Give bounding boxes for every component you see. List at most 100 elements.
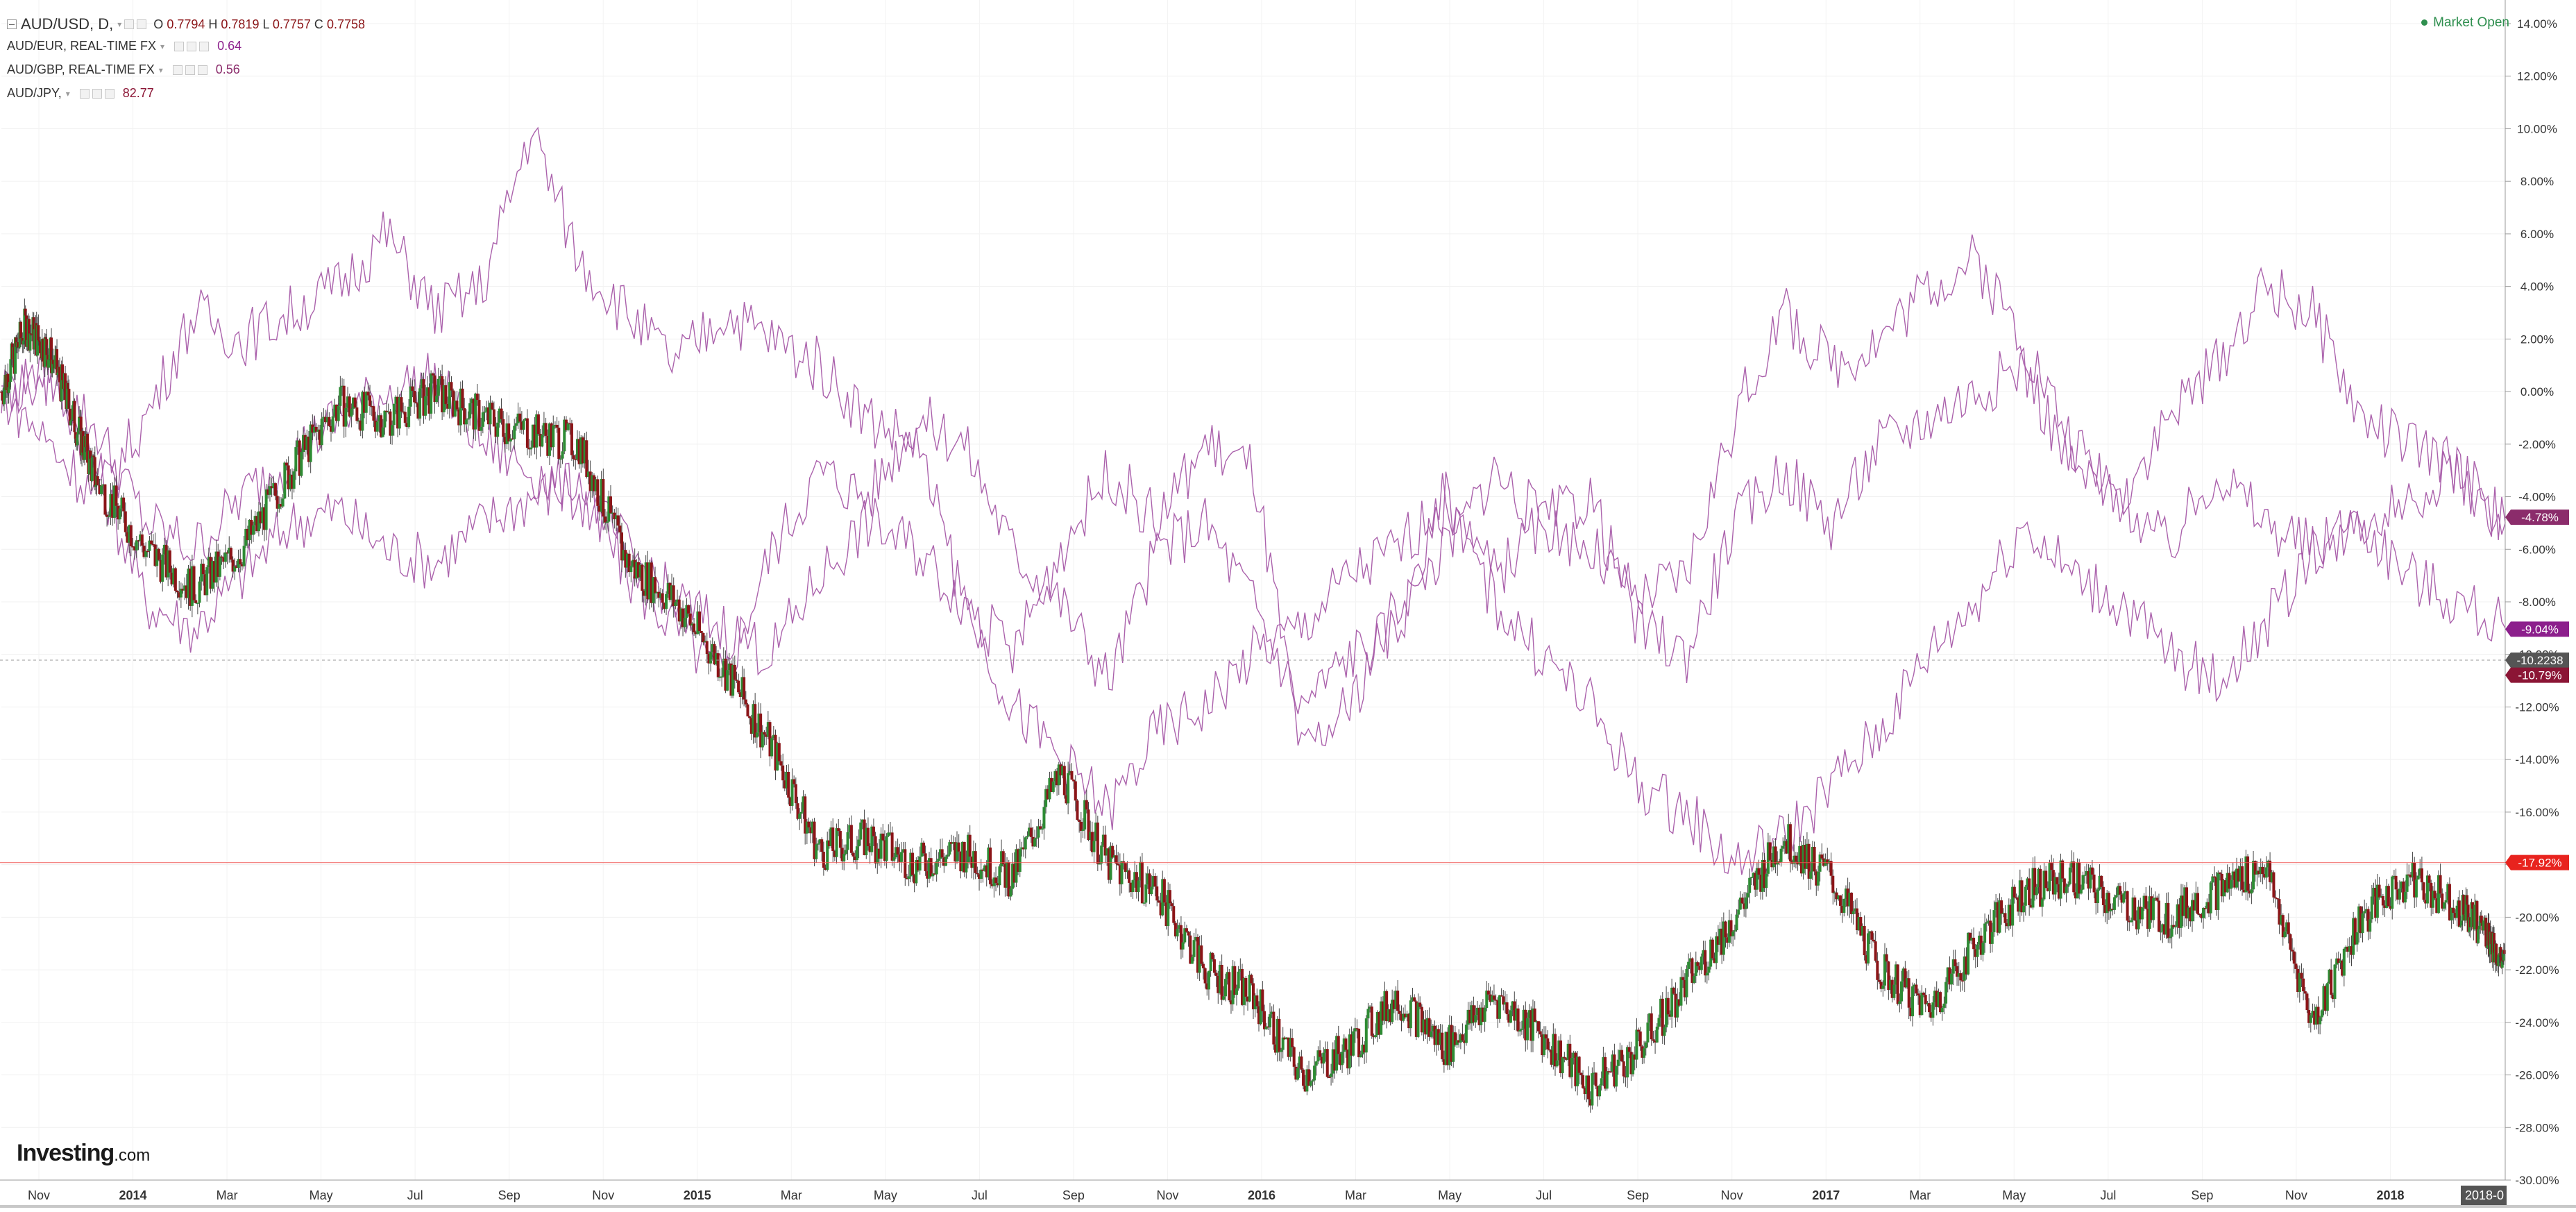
candle-body bbox=[1159, 902, 1162, 916]
candle-body bbox=[586, 471, 590, 478]
candle-body bbox=[507, 423, 511, 441]
candle-body bbox=[876, 848, 879, 864]
candle-body bbox=[1494, 1000, 1498, 1001]
close-icon[interactable] bbox=[199, 41, 210, 51]
candle-body bbox=[1965, 956, 1968, 975]
candle-body bbox=[1761, 859, 1764, 892]
candle-body bbox=[539, 434, 542, 447]
candle-body bbox=[738, 692, 742, 697]
candle-body bbox=[253, 516, 257, 525]
candle-body bbox=[1046, 789, 1049, 800]
candle-body bbox=[172, 568, 176, 584]
candle-body bbox=[1826, 859, 1829, 864]
candle-body bbox=[1074, 781, 1077, 801]
candle-body bbox=[2050, 863, 2053, 870]
eye-icon[interactable] bbox=[174, 41, 185, 51]
candle-body bbox=[2085, 870, 2088, 875]
candle-body bbox=[292, 471, 296, 489]
close-icon[interactable] bbox=[197, 65, 207, 75]
candle-body bbox=[1270, 1011, 1273, 1015]
candle-body bbox=[96, 476, 99, 485]
legend-comparison-symbol[interactable]: AUD/EUR, REAL-TIME FX bbox=[7, 39, 157, 53]
settings-icon[interactable] bbox=[137, 19, 147, 29]
settings-icon[interactable] bbox=[92, 88, 102, 99]
candle-body bbox=[809, 827, 813, 834]
candle-body bbox=[1120, 861, 1124, 884]
candle-body bbox=[720, 676, 724, 677]
candle-body bbox=[2187, 907, 2190, 919]
candle-body bbox=[2164, 902, 2168, 935]
candle-body bbox=[2120, 894, 2124, 903]
candle-body bbox=[1442, 1059, 1446, 1065]
candle-body bbox=[702, 632, 705, 643]
collapse-legend-button[interactable] bbox=[7, 19, 17, 29]
ohlc-high-value: 0.7819 bbox=[221, 17, 260, 31]
candle-body bbox=[1096, 822, 1099, 864]
eye-icon[interactable] bbox=[79, 88, 90, 99]
settings-icon[interactable] bbox=[185, 65, 195, 75]
y-tick-label: 8.00% bbox=[2520, 175, 2554, 188]
eye-icon[interactable] bbox=[172, 65, 183, 75]
candle-body bbox=[28, 333, 32, 351]
candle-body bbox=[1989, 920, 1992, 944]
chevron-down-icon[interactable]: ▾ bbox=[65, 88, 70, 99]
x-tick-label: Jul bbox=[407, 1188, 423, 1202]
candle-body bbox=[2378, 884, 2381, 898]
candle-body bbox=[2314, 1007, 2318, 1025]
candle-body bbox=[425, 387, 429, 396]
chevron-down-icon[interactable]: ▾ bbox=[117, 19, 122, 29]
candle-body bbox=[1170, 903, 1173, 907]
candle-body bbox=[1062, 766, 1066, 796]
candle-body bbox=[777, 743, 781, 761]
candle-body bbox=[500, 408, 503, 419]
settings-icon[interactable] bbox=[187, 41, 197, 51]
candle-body bbox=[1150, 886, 1153, 895]
candle-body bbox=[2117, 886, 2120, 895]
candle-body bbox=[2162, 924, 2166, 935]
candle-body bbox=[603, 516, 607, 523]
candle-body bbox=[2498, 954, 2501, 956]
candle-body bbox=[1361, 1044, 1364, 1054]
legend-comparison-symbol[interactable]: AUD/JPY, bbox=[7, 86, 62, 100]
candle-body bbox=[1407, 1013, 1411, 1029]
candle-body bbox=[1359, 1054, 1362, 1058]
candle-body bbox=[146, 550, 149, 553]
candle-body bbox=[109, 494, 112, 516]
candle-body bbox=[2090, 867, 2094, 875]
candle-body bbox=[189, 569, 192, 606]
candle-body bbox=[2142, 895, 2146, 908]
candle-body bbox=[2191, 900, 2194, 922]
chevron-down-icon[interactable]: ▾ bbox=[160, 41, 165, 51]
candle-body bbox=[2278, 899, 2281, 925]
candle-body bbox=[2072, 861, 2076, 893]
candle-body bbox=[1505, 1002, 1509, 1015]
candle-body bbox=[557, 428, 561, 460]
candle-body bbox=[1427, 1018, 1431, 1037]
candle-body bbox=[50, 337, 53, 373]
candle-body bbox=[1231, 966, 1235, 1004]
eye-icon[interactable] bbox=[124, 19, 135, 29]
candle-body bbox=[1148, 873, 1151, 895]
candle-body bbox=[2383, 905, 2387, 908]
candle-body bbox=[757, 713, 761, 733]
candle-body bbox=[1866, 933, 1870, 963]
candle-body bbox=[242, 546, 246, 566]
candle-body bbox=[2416, 875, 2420, 879]
candle-body bbox=[1541, 1034, 1544, 1056]
chevron-down-icon[interactable]: ▾ bbox=[158, 65, 163, 75]
candle-body bbox=[212, 561, 216, 583]
close-icon[interactable] bbox=[104, 88, 115, 99]
candle-body bbox=[89, 451, 92, 459]
candle-body bbox=[1380, 1001, 1383, 1035]
candle-body bbox=[1802, 845, 1805, 874]
candle-body bbox=[855, 846, 858, 861]
candle-body bbox=[1117, 864, 1120, 866]
legend-main-symbol[interactable]: AUD/USD, D, bbox=[21, 15, 114, 33]
candle-body bbox=[2283, 931, 2287, 938]
candle-body bbox=[1457, 1040, 1461, 1043]
candle-body bbox=[1031, 836, 1035, 847]
candle-body bbox=[1615, 1066, 1618, 1087]
legend-comparison-symbol[interactable]: AUD/GBP, REAL-TIME FX bbox=[7, 62, 155, 76]
candle-body bbox=[1394, 991, 1398, 1009]
